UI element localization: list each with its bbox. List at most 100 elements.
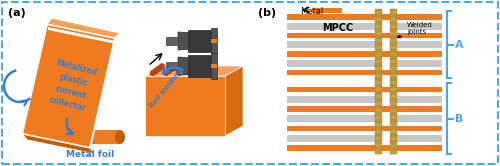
Circle shape [164,71,168,76]
Bar [375,77,382,81]
Circle shape [202,71,207,76]
Bar [397,95,442,102]
Circle shape [206,68,210,73]
Bar [375,42,382,45]
Bar [375,14,382,17]
Bar [375,9,382,154]
Bar [287,86,442,92]
Bar [390,98,397,101]
Circle shape [176,71,182,76]
Bar [60,130,120,144]
Bar [287,33,442,38]
Bar [390,14,397,17]
Bar [375,9,382,10]
Bar [188,55,213,77]
Text: A: A [455,40,464,49]
Polygon shape [178,32,213,50]
Bar [397,115,442,122]
Circle shape [196,66,200,71]
Circle shape [170,66,174,71]
Bar [390,49,397,52]
Bar [390,84,397,87]
Bar [287,41,375,48]
Polygon shape [145,66,243,76]
Circle shape [198,64,203,69]
Text: B: B [455,114,464,124]
Bar [375,133,382,136]
Polygon shape [225,66,243,136]
Text: Metal foil: Metal foil [66,150,114,159]
Bar [375,49,382,52]
Bar [397,23,442,30]
Bar [287,95,375,102]
Circle shape [150,71,156,76]
Bar [287,115,375,122]
Bar [375,119,382,123]
Circle shape [180,68,184,73]
Bar [390,77,397,81]
Polygon shape [48,27,116,44]
Bar [287,59,375,67]
Bar [397,41,442,48]
Bar [390,28,397,32]
Bar [397,59,442,67]
Bar [390,35,397,39]
Polygon shape [22,24,115,148]
Bar [375,63,382,67]
Bar [390,56,397,59]
Bar [397,134,442,141]
Bar [287,134,375,141]
Bar [390,63,397,67]
Bar [375,126,382,129]
Bar [375,70,382,74]
Bar [375,98,382,101]
Circle shape [192,68,198,73]
Text: MPCC: MPCC [322,23,353,33]
Polygon shape [22,134,95,154]
Text: Metalized
plastic
current
collector: Metalized plastic current collector [46,58,98,114]
Bar [390,112,397,116]
Ellipse shape [115,130,125,144]
Bar [166,62,178,70]
Bar [375,140,382,143]
Text: Metal: Metal [300,7,323,16]
Bar [375,112,382,116]
Bar [375,147,382,151]
Bar [390,42,397,45]
Bar [390,133,397,136]
Bar [375,56,382,59]
Bar [312,8,342,13]
Bar [390,70,397,74]
Bar [210,39,216,43]
Bar [210,53,216,79]
Circle shape [154,68,158,73]
Bar [188,30,213,52]
Bar [375,28,382,32]
Bar [287,106,442,112]
Bar [166,37,178,45]
Bar [287,51,442,56]
Text: Welded
joints: Welded joints [398,22,432,38]
Bar [287,23,375,30]
Bar [375,21,382,25]
Text: (a): (a) [8,8,26,18]
Bar [210,28,216,54]
Ellipse shape [55,130,65,144]
Bar [390,140,397,143]
Circle shape [172,64,178,69]
Bar [287,70,442,75]
Bar [375,91,382,94]
Bar [145,76,225,136]
Circle shape [190,71,194,76]
Bar [390,105,397,109]
Circle shape [166,68,172,73]
Bar [390,21,397,25]
Bar [390,9,397,154]
Bar [390,119,397,123]
Circle shape [182,66,188,71]
Bar [287,125,442,131]
Circle shape [212,64,216,69]
Bar [287,14,442,19]
Circle shape [160,64,164,69]
Bar [375,35,382,39]
